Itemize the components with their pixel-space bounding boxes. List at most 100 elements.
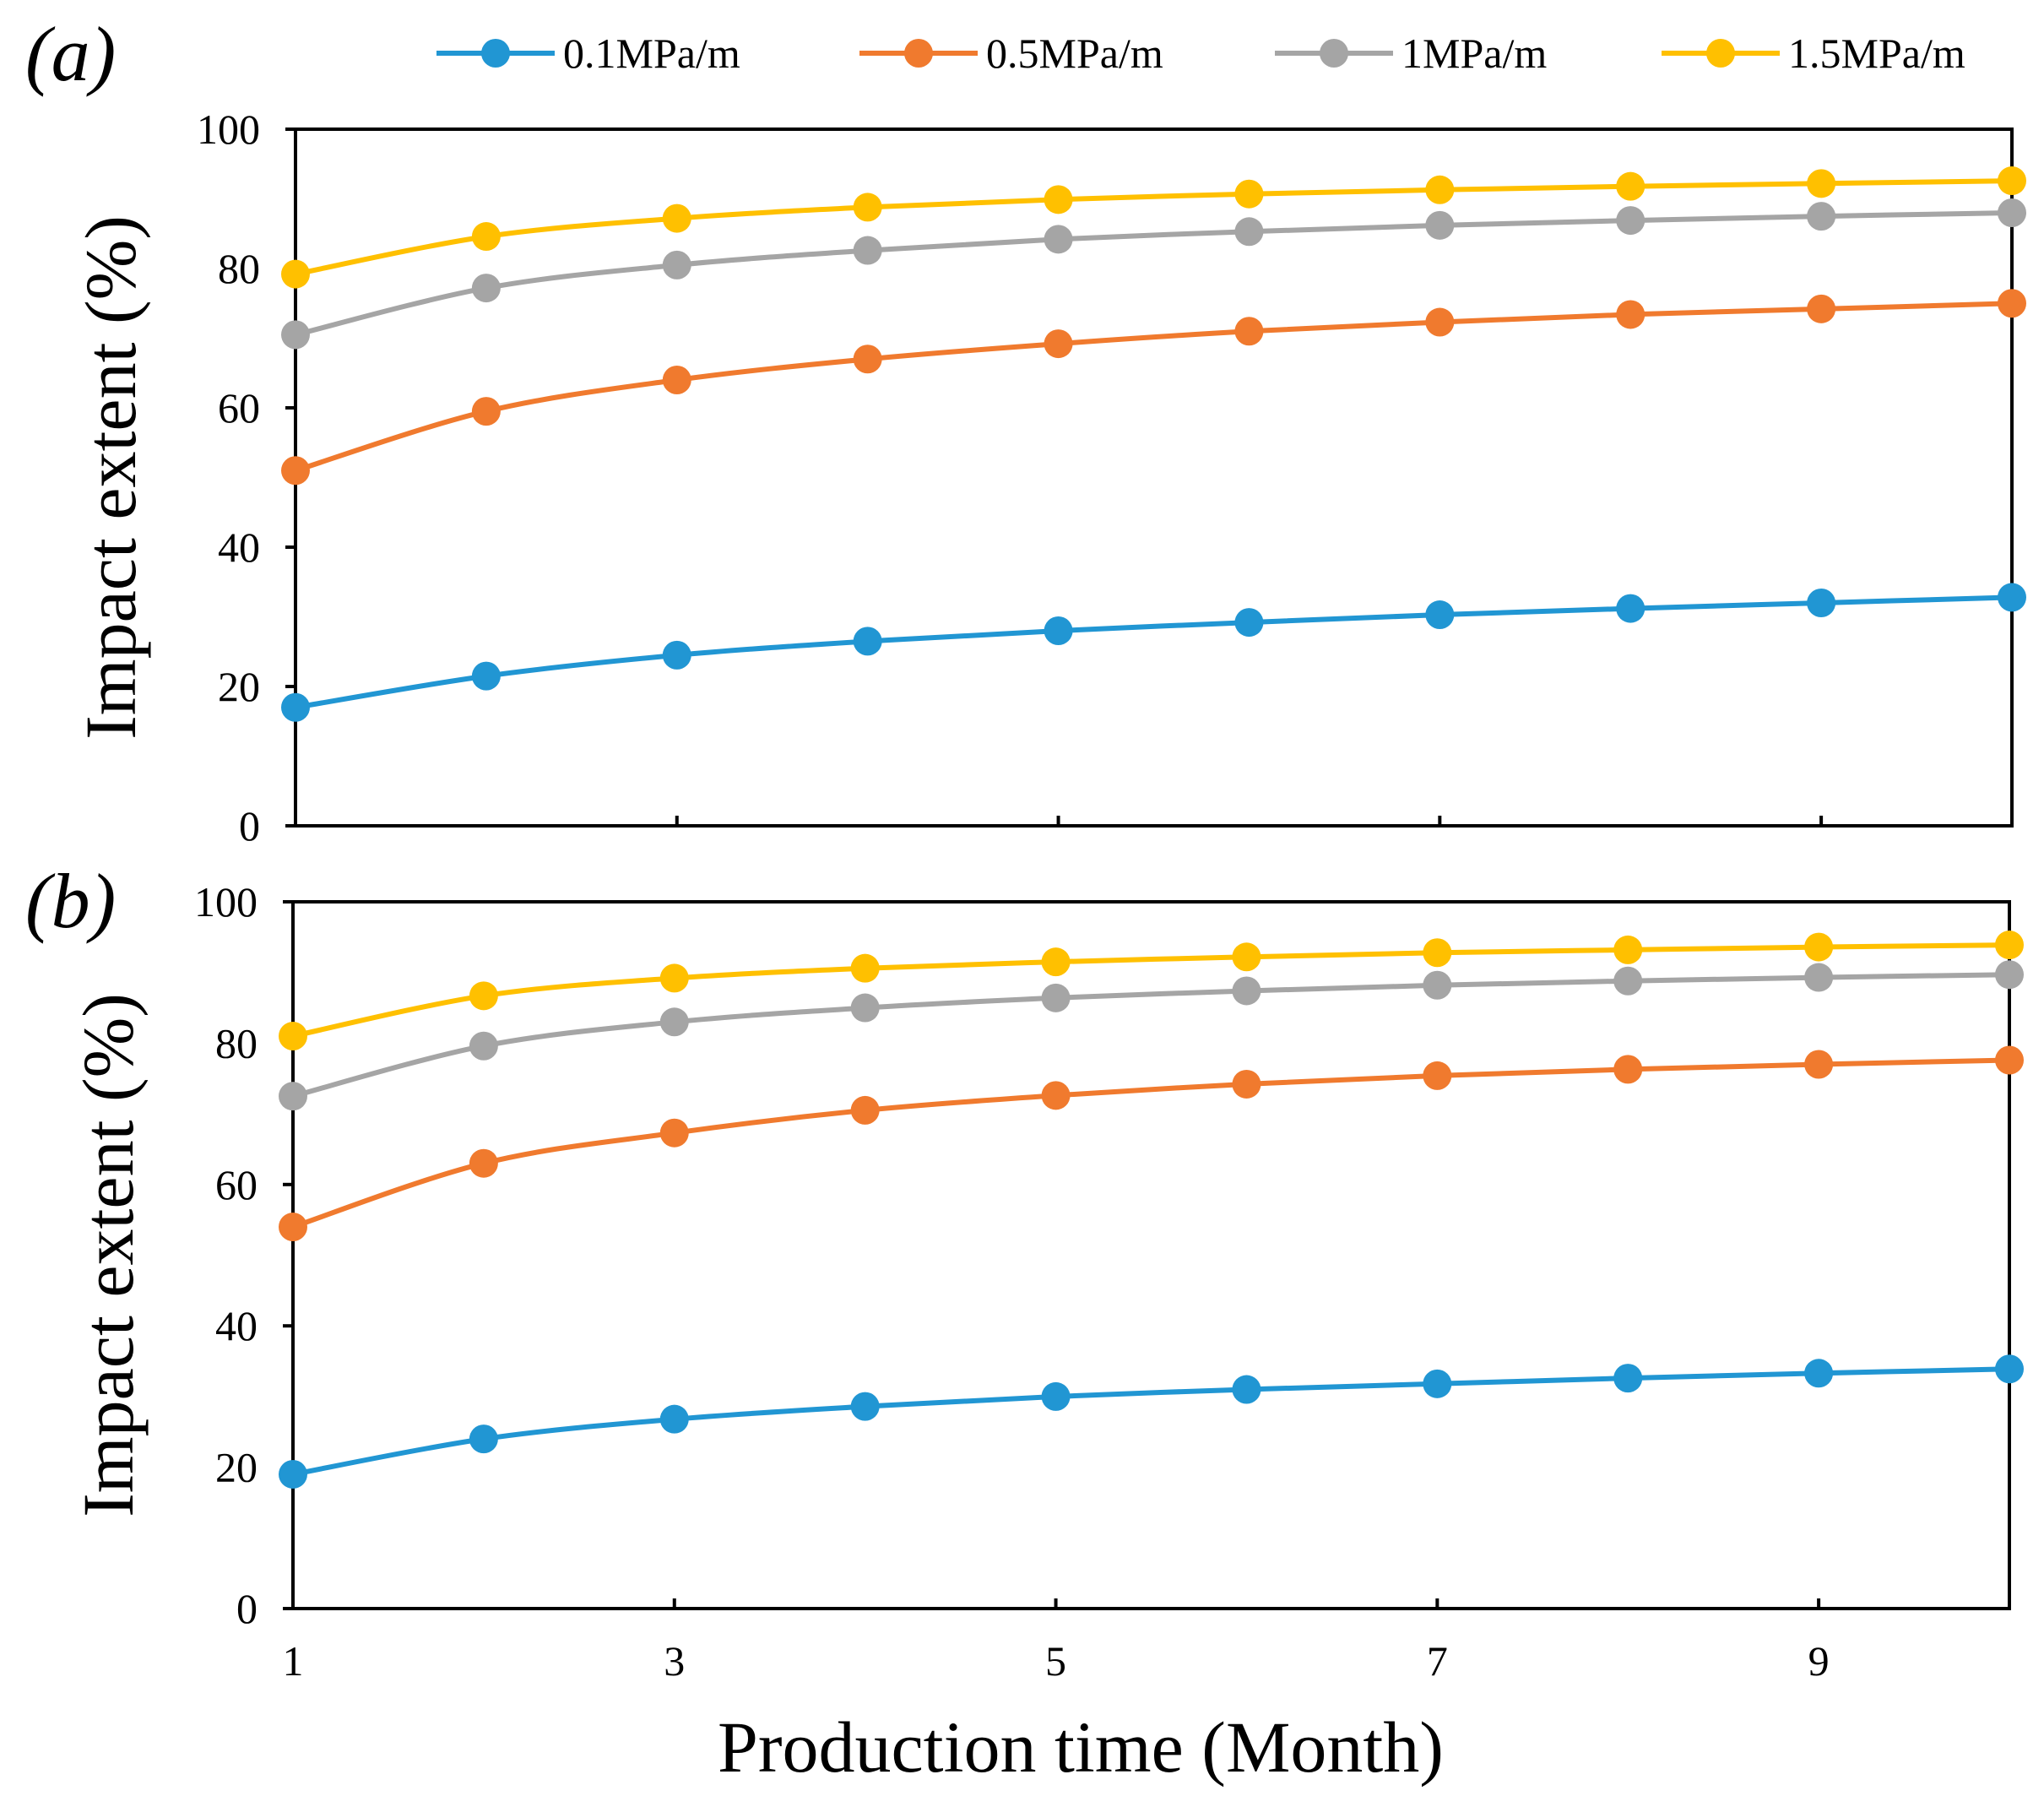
data-point [469, 1031, 498, 1061]
series-line [295, 178, 2013, 277]
x-tick-label: 1 [283, 1637, 304, 1685]
data-point [1232, 1069, 1261, 1099]
series-line [295, 301, 2013, 474]
data-point [850, 993, 880, 1023]
legend-marker [904, 39, 933, 68]
panel-b: 0 20 40 60 80 100 1 3 5 7 9 (b) Impact extent (%) [25, 858, 2024, 1685]
data-point [1998, 198, 2026, 227]
data-point [662, 640, 691, 670]
data-point [1804, 1359, 1834, 1388]
data-point [659, 1118, 689, 1148]
series-0.1MPa/m [279, 1354, 2024, 1489]
series-line [292, 1057, 2010, 1229]
data-point [281, 456, 310, 486]
series-1MPa/m [281, 198, 2026, 350]
data-point [850, 1095, 880, 1125]
y-tick-label: 20 [218, 663, 260, 710]
data-point [469, 981, 498, 1011]
data-point [1804, 963, 1834, 992]
data-point [1423, 938, 1452, 968]
data-point [1423, 1369, 1452, 1398]
legend-label: 0.1MPa/m [563, 30, 740, 77]
y-tick-label: 100 [197, 106, 260, 153]
data-point [1423, 970, 1452, 1000]
data-point [1234, 317, 1264, 346]
data-point [1613, 1364, 1643, 1393]
x-tick-label: 5 [1045, 1637, 1066, 1685]
data-point [853, 345, 882, 374]
data-point [1041, 1081, 1071, 1110]
data-point [1807, 294, 1836, 323]
series-0.5MPa/m [281, 289, 2026, 486]
data-point [1804, 1050, 1834, 1079]
data-point [1616, 171, 1646, 201]
series-0.5MPa/m [279, 1045, 2024, 1242]
x-tick-label: 9 [1808, 1637, 1830, 1685]
data-point [1044, 616, 1073, 645]
data-point [471, 222, 501, 252]
data-point [1807, 169, 1836, 198]
data-point [853, 236, 882, 265]
data-point [1998, 583, 2026, 612]
data-point [1425, 307, 1455, 337]
y-tick-label: 0 [239, 802, 260, 849]
series-1MPa/m [279, 960, 2024, 1111]
data-point [471, 397, 501, 426]
series-line [292, 942, 2010, 1039]
plot-frame [291, 900, 2011, 1610]
y-tick-label: 60 [218, 384, 260, 431]
legend-item: 1.5MPa/m [1662, 30, 1965, 77]
legend-label: 1MPa/m [1402, 30, 1547, 77]
data-point [1616, 300, 1646, 329]
data-point [1613, 935, 1643, 964]
data-point [471, 274, 501, 303]
data-point [850, 953, 880, 983]
data-point [1995, 960, 2024, 990]
data-point [279, 1082, 307, 1111]
y-tick-label: 40 [218, 524, 260, 571]
data-point [1807, 589, 1836, 617]
data-point [850, 1392, 880, 1421]
data-point [471, 661, 501, 691]
y-axis-title: Impact extent (%) [68, 993, 149, 1517]
data-point [1041, 1381, 1071, 1411]
data-point [1425, 210, 1455, 240]
legend-marker [481, 39, 510, 68]
data-point [1232, 1375, 1261, 1404]
legend: 0.1MPa/m 0.5MPa/m 1MPa/m 1.5MPa/m [436, 30, 1965, 77]
data-point [1041, 947, 1071, 977]
series-0.1MPa/m [281, 583, 2026, 722]
data-point [469, 1148, 498, 1178]
data-point [1232, 976, 1261, 1006]
panel-label: (b) [25, 858, 116, 944]
data-point [1044, 225, 1073, 254]
panel-label: (a) [25, 11, 116, 97]
y-tick-label: 80 [218, 245, 260, 292]
y-tick-label: 60 [215, 1161, 258, 1208]
y-tick-label: 40 [215, 1302, 258, 1349]
series-1.5MPa/m [281, 166, 2026, 289]
data-point [1044, 185, 1073, 214]
legend-item: 1MPa/m [1275, 30, 1547, 77]
x-tick-label: 3 [664, 1637, 685, 1685]
data-point [1232, 942, 1261, 972]
data-point [659, 1007, 689, 1037]
legend-marker [1706, 39, 1735, 68]
data-point [1998, 166, 2026, 196]
data-point [469, 1424, 498, 1454]
y-axis-title: Impact extent (%) [70, 215, 151, 740]
y-tick-label: 100 [194, 878, 258, 925]
data-point [1425, 175, 1455, 204]
data-point [1807, 202, 1836, 231]
data-point [853, 627, 882, 656]
series-1.5MPa/m [279, 931, 2024, 1051]
legend-marker [1320, 39, 1348, 68]
legend-item: 0.1MPa/m [436, 30, 740, 77]
data-point [1995, 1045, 2024, 1075]
legend-label: 0.5MPa/m [986, 30, 1163, 77]
data-point [1613, 966, 1643, 996]
legend-item: 0.5MPa/m [859, 30, 1163, 77]
data-point [659, 963, 689, 993]
data-point [1995, 931, 2024, 960]
